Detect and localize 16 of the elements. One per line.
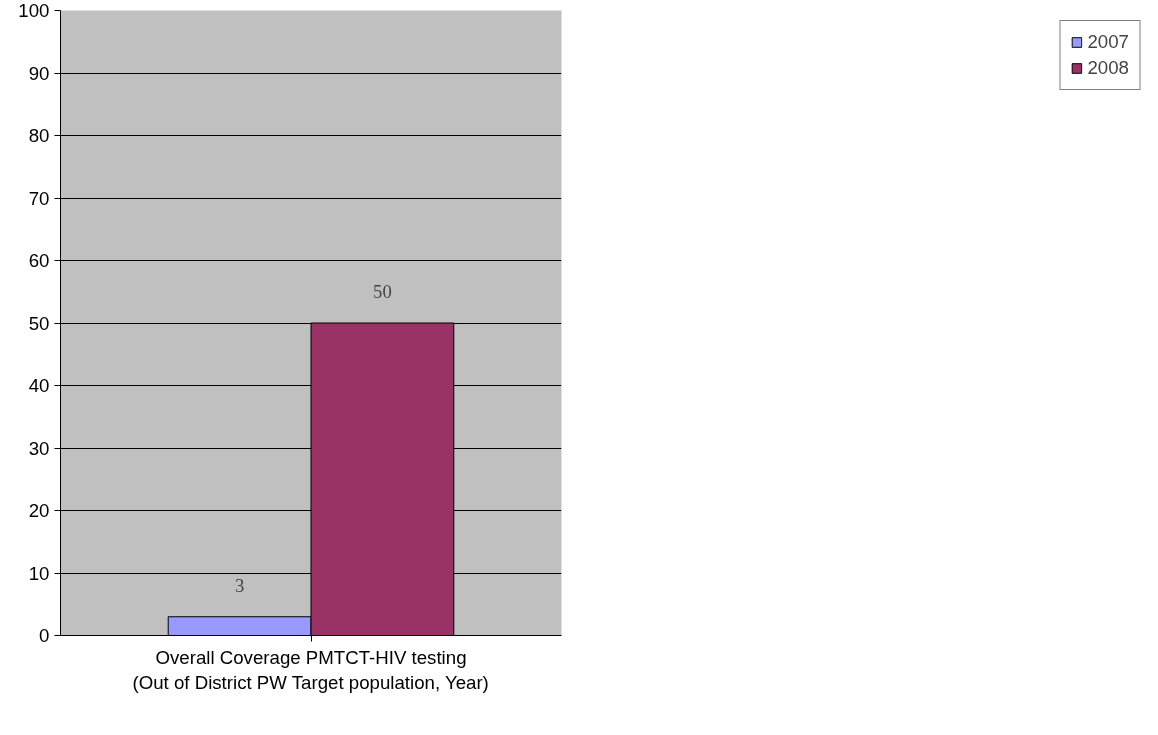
y-tick-label: 40: [28, 375, 50, 396]
legend-label: 2008: [1087, 57, 1129, 79]
y-tick-label: 60: [28, 250, 50, 271]
y-tick-label: 100: [18, 0, 50, 21]
y-tick-label: 50: [28, 312, 50, 334]
data-label: 3: [234, 574, 245, 596]
y-tick-label: 20: [28, 500, 50, 521]
y-tick-label: 80: [28, 125, 50, 146]
data-label: 50: [373, 281, 392, 302]
y-tick-label: 70: [28, 187, 50, 209]
y-tick-label: 10: [28, 562, 50, 584]
y-tick-label: 30: [28, 437, 50, 459]
y-tick-label: 90: [28, 62, 50, 84]
y-tick-label: 0: [39, 625, 50, 646]
legend-label: 2007: [1087, 31, 1129, 53]
x-tick-label: Overall Coverage PMTCT-HIV testing (Out of District PW Target population, Year): [132, 646, 489, 693]
